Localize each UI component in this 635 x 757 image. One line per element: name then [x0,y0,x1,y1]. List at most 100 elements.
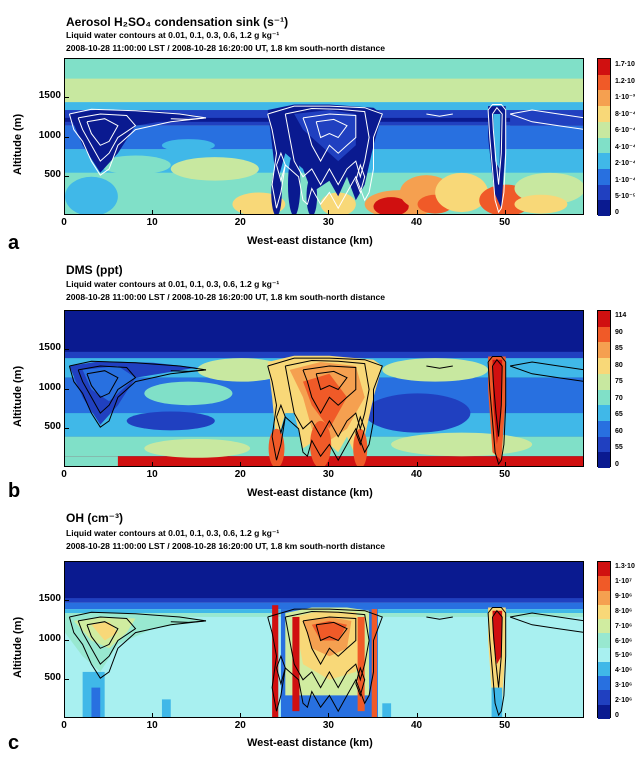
field-region [382,703,392,717]
x-tick-label: 50 [499,469,511,480]
liquid-water-contour [276,403,286,435]
x-tick-label: 30 [322,217,334,228]
field-region [306,176,318,214]
colorbar-tick-label: 85 [615,345,623,353]
x-axis-label: West-east distance (km) [247,487,373,499]
field-region [144,381,233,406]
colorbar-segment [598,121,610,138]
field-region [161,699,171,717]
colorbar-segment [598,647,610,663]
liquid-water-contour [315,370,348,391]
x-tick-label: 40 [410,469,423,480]
liquid-water-contour [426,616,453,620]
liquid-water-contour [77,113,137,162]
colorbar-segment [598,562,610,577]
field-region [65,456,118,466]
liquid-water-contour [487,104,507,214]
y-tick-mark [64,427,69,429]
colorbar-segment [598,326,610,343]
colorbar-tick-label: 8·10⁶ [615,607,633,615]
field-region [353,428,368,466]
field-region [357,616,365,712]
field-region [320,192,356,214]
liquid-water-contour [510,109,583,119]
colorbar-segment [598,106,610,123]
x-tick-mark [64,462,65,467]
field-region [65,176,118,214]
colorbar-segment [598,436,610,453]
colorbar-tick-label: 1.2·10⁻³ [615,77,635,85]
liquid-water-contour [284,610,370,689]
panel-b: DMS (ppt) Liquid water contours at 0.01,… [0,252,635,504]
heatmap-svg [65,59,583,214]
x-tick-label: 0 [61,469,67,480]
liquid-water-contour [276,654,286,686]
field-region [272,605,279,717]
liquid-water-contour [492,609,503,688]
colorbar-tick-label: 9·10⁶ [615,592,633,600]
panel-label: a [8,232,20,254]
x-tick-label: 40 [410,217,423,228]
x-tick-label: 50 [499,217,511,228]
colorbar-segment [598,633,610,649]
colorbar-segment [598,373,610,390]
liquid-water-contour [426,365,453,369]
x-tick-label: 30 [322,469,334,480]
x-tick-mark [240,462,242,467]
colorbar-segment [598,576,610,592]
colorbar-tick-label: 0 [615,209,619,216]
colorbar-tick-label: 75 [615,378,623,386]
colorbar-segment [598,74,610,91]
y-tick-mark [64,600,69,602]
x-tick-mark [152,713,154,718]
x-tick-mark [328,462,330,467]
y-tick-label: 1000 [38,129,61,141]
colorbar-segment [598,311,610,328]
liquid-water-contour [315,621,348,642]
field-region [514,194,568,214]
liquid-water-contour [68,611,207,679]
x-tick-label: 20 [234,217,246,228]
colorbar-segment [598,342,610,359]
colorbar-tick-label: 2·10⁶ [615,697,633,705]
colorbar-segment [598,604,610,620]
colorbar-segment [598,389,610,406]
colorbar-segment [598,405,610,422]
x-tick-mark [504,210,506,215]
x-tick-mark [328,713,330,718]
field-region [197,358,286,382]
field-region [303,373,347,429]
y-tick-label: 500 [44,420,61,432]
colorbar-segment [598,153,610,170]
field-region [91,687,101,717]
x-tick-mark [328,210,330,215]
chart-subtitle-time: 2008-10-28 11:00:00 LST / 2008-10-28 16:… [66,43,386,53]
liquid-water-contour [170,369,207,372]
x-tick-label: 10 [146,469,158,480]
plot-area [64,58,584,215]
x-tick-mark [416,713,418,718]
colorbar-segment [598,676,610,691]
field-region [161,139,215,152]
field-region [65,598,583,603]
x-tick-label: 50 [499,720,511,731]
liquid-water-contour [170,620,207,623]
liquid-water-contour [509,113,583,130]
colorbar-segment [598,661,610,677]
y-axis-label: Altitude (m) [12,616,24,678]
liquid-water-contour [509,616,583,633]
y-tick-label: 500 [44,168,61,180]
liquid-water-contour [426,113,453,117]
field-region [170,157,259,181]
colorbar-tick-label: 8·10⁻⁴ [615,110,635,118]
y-tick-mark [64,97,69,99]
colorbar-tick-label: 90 [615,328,623,336]
colorbar-segment [598,90,610,107]
colorbar-tick-label: 1.7·10⁻³ [615,61,635,68]
colorbar-tick-label: 60 [615,427,623,435]
liquid-water-contour [510,361,583,371]
y-tick-mark [64,349,69,351]
field-region [287,153,301,214]
colorbar-tick-label: 3·10⁶ [615,682,633,690]
colorbar-tick-label: 0 [615,461,619,468]
